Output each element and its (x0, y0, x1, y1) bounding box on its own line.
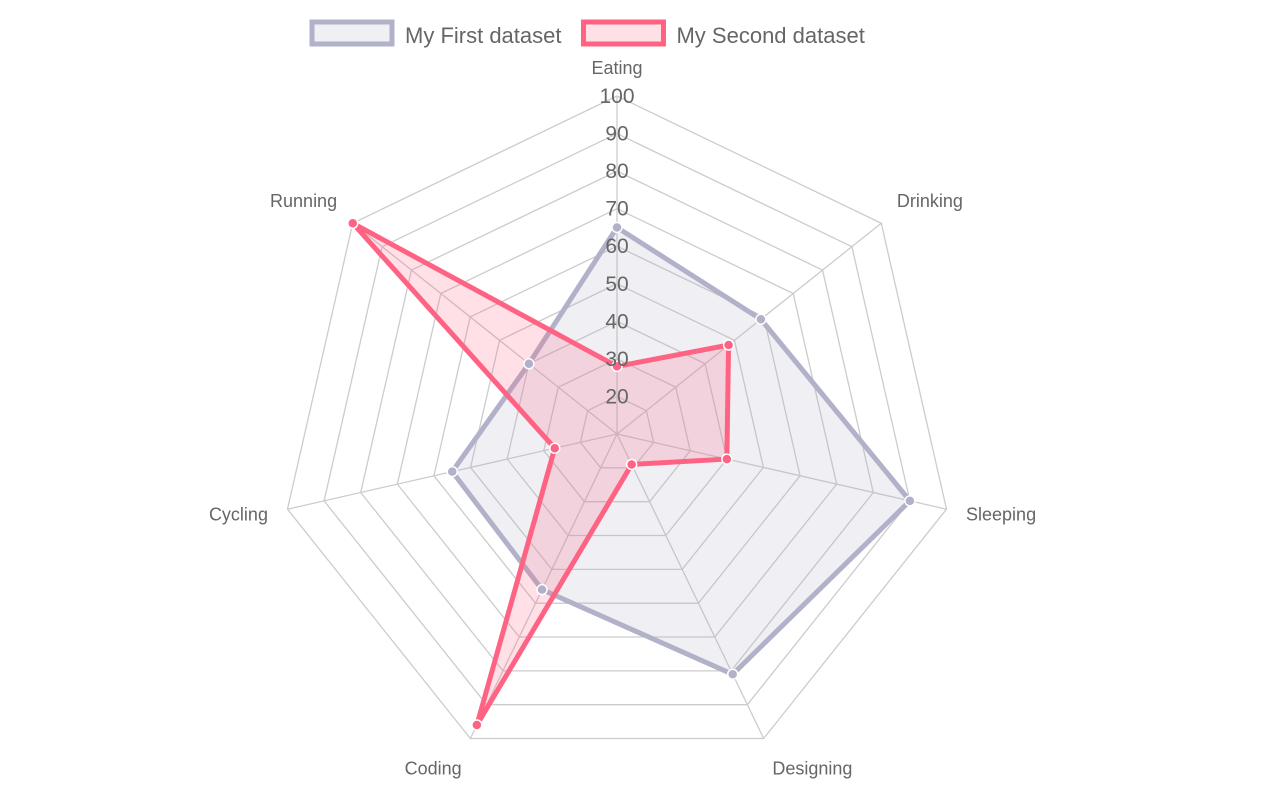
tick-label: 100 (599, 85, 634, 108)
data-point[interactable] (611, 360, 623, 373)
category-label: Eating (591, 58, 642, 78)
tick-label: 90 (605, 123, 628, 146)
data-point[interactable] (726, 668, 739, 680)
legend-label: My First dataset (405, 23, 561, 48)
data-point[interactable] (446, 465, 458, 478)
grid-ring (286, 95, 948, 740)
category-label: Designing (772, 759, 852, 779)
data-point[interactable] (536, 583, 548, 596)
data-point[interactable] (625, 458, 638, 471)
category-label: Running (270, 191, 337, 211)
data-point[interactable] (471, 719, 483, 731)
legend-swatch (309, 19, 395, 47)
tick-label: 20 (605, 385, 628, 408)
tick-label: 60 (605, 235, 628, 258)
angle-line (616, 433, 947, 510)
tick-label: 40 (605, 310, 628, 333)
grid-ring (579, 395, 655, 469)
data-point[interactable] (904, 495, 916, 507)
series-area (350, 221, 732, 727)
grid-ring (469, 283, 765, 570)
category-label: Coding (405, 759, 462, 779)
legend-item[interactable]: My Second dataset (580, 19, 865, 48)
data-point[interactable] (346, 217, 359, 230)
tick-label: 70 (605, 198, 628, 221)
grid-ring (543, 358, 691, 503)
legend-swatch (580, 19, 666, 47)
grid-ring (323, 132, 911, 706)
category-label: Sleeping (966, 505, 1036, 525)
data-point[interactable] (722, 339, 735, 351)
category-label: Drinking (897, 191, 963, 211)
category-label: Cycling (209, 505, 268, 525)
angle-line (616, 433, 765, 739)
legend-item[interactable]: My First dataset (309, 19, 561, 48)
angle-line (616, 222, 882, 435)
tick-label: 30 (605, 348, 628, 371)
grid-ring (433, 245, 801, 604)
grid-ring (396, 207, 838, 638)
tick-label: 50 (605, 273, 628, 296)
grid-ring (506, 320, 728, 537)
data-point[interactable] (549, 442, 561, 454)
tick-label: 80 (605, 160, 628, 183)
legend-label: My Second dataset (676, 23, 864, 48)
data-point[interactable] (755, 313, 767, 326)
data-point[interactable] (611, 221, 623, 234)
angle-line (352, 222, 618, 435)
data-point[interactable] (523, 358, 535, 370)
grid-ring (359, 170, 875, 672)
data-point[interactable] (721, 453, 733, 465)
